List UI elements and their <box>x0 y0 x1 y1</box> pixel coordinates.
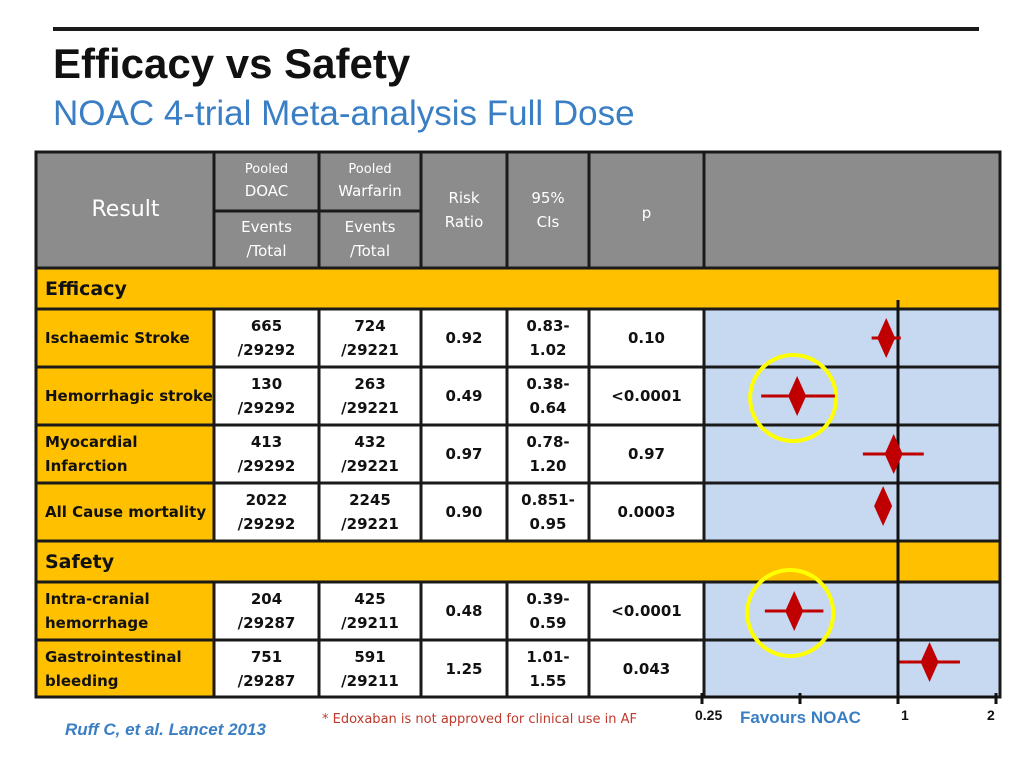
header-ci: 95% CIs <box>507 153 589 267</box>
row-5-p: 0.043 <box>589 640 704 697</box>
row-0-doac: 665 /29292 <box>214 309 319 366</box>
risk-ratio-diamond-1 <box>788 376 807 416</box>
header-p-label: p <box>641 204 652 222</box>
section-efficacy-label: Efficacy <box>45 277 127 300</box>
highlight-circle-4 <box>745 568 836 658</box>
row-5-ci: 1.01-1.55 <box>507 640 589 697</box>
header-ci-label: 95% CIs <box>531 189 565 231</box>
header-doac-events: Events /Total <box>214 211 319 267</box>
row-4-warfarin: 425 /29211 <box>319 582 421 639</box>
row-3-warfarin: 2245 /29221 <box>319 483 421 540</box>
citation: Ruff C, et al. Lancet 2013 <box>65 720 266 739</box>
row-4-p: <0.0001 <box>589 582 704 639</box>
highlight-circle-1 <box>748 353 839 443</box>
row-5-risk-ratio: 1.25 <box>421 640 507 697</box>
risk-ratio-diamond-4 <box>785 591 804 631</box>
header-doac-pooled: Pooled <box>244 162 289 177</box>
footnote: * Edoxaban is not approved for clinical … <box>322 712 637 727</box>
row-0-result: Ischaemic Stroke <box>37 309 214 366</box>
row-3-result: All Cause mortality <box>37 483 214 540</box>
top-rule <box>53 27 979 31</box>
page-subtitle: NOAC 4-trial Meta-analysis Full Dose <box>53 94 635 133</box>
row-5-doac: 751 /29287 <box>214 640 319 697</box>
header-result-label: Result <box>91 197 160 222</box>
section-safety-label: Safety <box>45 550 115 573</box>
row-1-warfarin: 263 /29221 <box>319 367 421 424</box>
forest-markers <box>745 318 960 682</box>
row-0-risk-ratio: 0.92 <box>421 309 507 366</box>
row-3-doac: 2022 /29292 <box>214 483 319 540</box>
row-3-ci: 0.851-0.95 <box>507 483 589 540</box>
row-0-ci: 0.83-1.02 <box>507 309 589 366</box>
row-0-plot <box>704 309 999 366</box>
row-1-result: Hemorrhagic stroke <box>37 367 214 424</box>
header-plot <box>704 153 999 267</box>
header-warfarin-events: Events /Total <box>319 211 421 267</box>
row-1-risk-ratio: 0.49 <box>421 367 507 424</box>
risk-ratio-diamond-3 <box>874 486 893 526</box>
row-2-result: Myocardial Infarction <box>37 425 214 482</box>
row-5-result: Gastrointestinal bleeding <box>37 640 214 697</box>
row-4-risk-ratio: 0.48 <box>421 582 507 639</box>
row-2-doac: 413 /29292 <box>214 425 319 482</box>
row-1-p: <0.0001 <box>589 367 704 424</box>
row-0-warfarin: 724 /29221 <box>319 309 421 366</box>
row-1-ci: 0.38-0.64 <box>507 367 589 424</box>
header-warfarin-pooled: Pooled <box>348 162 392 177</box>
row-4-result: Intra-cranial hemorrhage <box>37 582 214 639</box>
header-doac-events-label: Events /Total <box>241 218 292 260</box>
row-2-plot <box>704 425 999 482</box>
header-risk-ratio: Risk Ratio <box>421 153 507 267</box>
row-2-risk-ratio: 0.97 <box>421 425 507 482</box>
row-2-warfarin: 432 /29221 <box>319 425 421 482</box>
row-3-p: 0.0003 <box>589 483 704 540</box>
tick-label-2: 2 <box>987 707 995 723</box>
risk-ratio-diamond-0 <box>877 318 896 358</box>
page-title: Efficacy vs Safety <box>53 40 411 87</box>
row-2-p: 0.97 <box>589 425 704 482</box>
section-efficacy: Efficacy <box>37 268 999 309</box>
row-4-doac: 204 /29287 <box>214 582 319 639</box>
row-2-ci: 0.78-1.20 <box>507 425 589 482</box>
row-0-p: 0.10 <box>589 309 704 366</box>
header-risk-ratio-label: Risk Ratio <box>444 189 484 231</box>
section-safety: Safety <box>37 542 999 581</box>
header-p: p <box>589 153 704 267</box>
header-doac-name: DOAC <box>244 182 289 200</box>
row-4-ci: 0.39-0.59 <box>507 582 589 639</box>
tick-label-1: 1 <box>901 707 909 723</box>
favours-label: Favours NOAC <box>740 708 861 727</box>
risk-ratio-diamond-5 <box>920 642 939 682</box>
x-axis-ticks <box>700 693 998 704</box>
header-warfarin-events-label: Events /Total <box>344 218 396 260</box>
header-warfarin-name: Warfarin <box>338 182 402 200</box>
risk-ratio-diamond-2 <box>884 434 903 474</box>
header-warfarin: Pooled Warfarin <box>319 153 421 211</box>
header-result: Result <box>37 153 214 267</box>
row-3-risk-ratio: 0.90 <box>421 483 507 540</box>
tick-label-0: 0.25 <box>695 707 723 723</box>
row-5-plot <box>704 640 999 697</box>
row-5-warfarin: 591 /29211 <box>319 640 421 697</box>
row-1-doac: 130 /29292 <box>214 367 319 424</box>
row-3-plot <box>704 483 999 540</box>
header-doac: Pooled DOAC <box>214 153 319 211</box>
